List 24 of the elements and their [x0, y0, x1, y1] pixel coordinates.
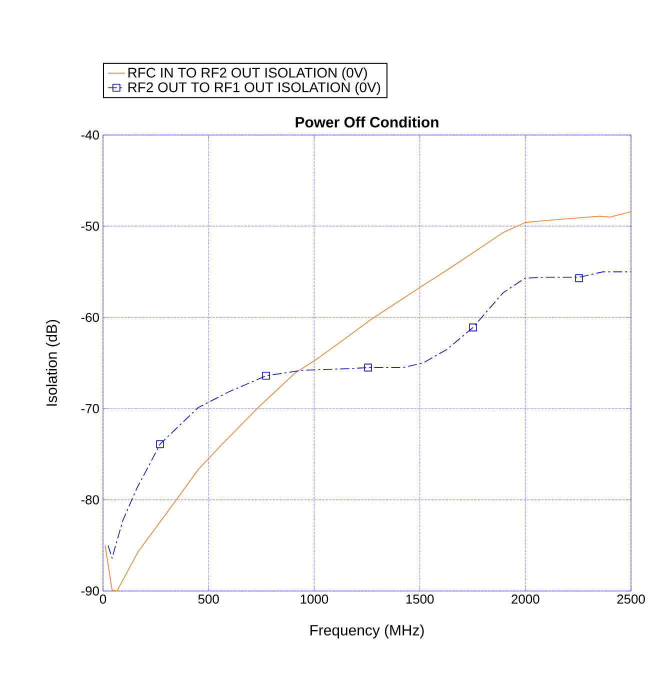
x-tick-label: 2500: [617, 594, 645, 604]
legend-label: RF2 OUT TO RF1 OUT ISOLATION (0V): [128, 82, 380, 95]
y-tick-label: -40: [81, 130, 99, 140]
x-tick-label: 500: [198, 594, 219, 604]
y-tick-label: -60: [81, 312, 99, 322]
chart-title: Power Off Condition: [296, 116, 438, 128]
x-tick-label: 0: [100, 594, 106, 604]
x-tick-label: 2000: [512, 594, 540, 604]
x-tick-label: 1000: [300, 594, 328, 604]
y-tick-label: -90: [81, 586, 99, 596]
point: [469, 324, 477, 332]
y-axis-title: Isolation (dB): [46, 320, 60, 406]
x-tick-label: 1500: [406, 594, 434, 604]
legend-label: RFC IN TO RF2 OUT ISOLATION (0V): [128, 67, 367, 80]
y-tick-label: -50: [81, 222, 99, 231]
line-series: [104, 211, 632, 592]
point: [364, 364, 372, 372]
y-tick-label: -80: [81, 495, 99, 504]
line-series: [108, 271, 632, 559]
point: [156, 440, 164, 448]
y-tick-label: -70: [81, 404, 99, 414]
x-axis-title: Frequency (MHz): [310, 624, 424, 638]
point: [575, 274, 583, 282]
point: [262, 372, 270, 380]
